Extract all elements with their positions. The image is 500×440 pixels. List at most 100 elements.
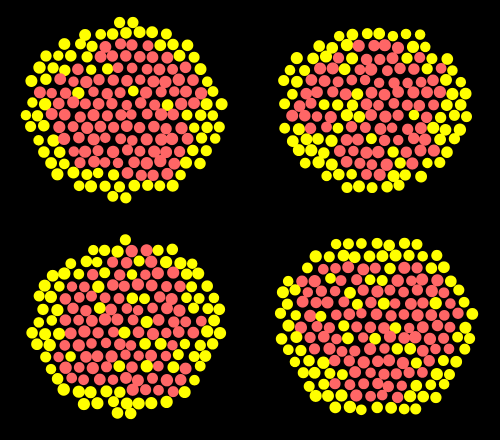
yellow-dot [342, 332, 354, 345]
red-dot [354, 157, 366, 169]
yellow-dot [325, 134, 338, 147]
yellow-dot [344, 286, 356, 299]
yellow-dot [181, 109, 193, 121]
red-dot [315, 285, 328, 297]
yellow-dot [65, 258, 77, 269]
yellow-dot [31, 338, 43, 351]
red-dot [94, 120, 107, 133]
yellow-dot [394, 157, 406, 169]
red-dot [299, 109, 311, 122]
yellow-dot [464, 332, 476, 345]
red-dot [294, 321, 307, 334]
red-dot [152, 314, 165, 326]
red-dot [155, 133, 168, 146]
yellow-dot [25, 120, 37, 133]
yellow-dot [323, 251, 335, 263]
yellow-dot [448, 133, 461, 145]
red-dot [106, 50, 119, 62]
red-dot [147, 169, 159, 181]
yellow-dot [403, 249, 415, 262]
red-dot [340, 155, 353, 168]
yellow-dot [398, 403, 410, 415]
red-dot [172, 73, 185, 86]
red-dot [357, 284, 369, 296]
red-dot [310, 297, 322, 309]
yellow-dot [309, 389, 322, 402]
red-dot [321, 121, 332, 133]
yellow-dot [434, 111, 447, 124]
yellow-dot [133, 26, 146, 39]
red-dot [373, 77, 385, 89]
red-dot [364, 321, 377, 334]
yellow-dot [81, 51, 93, 63]
red-dot [394, 62, 406, 75]
red-dot [126, 361, 138, 373]
red-dot [304, 122, 317, 135]
yellow-dot [72, 86, 85, 100]
red-dot [335, 275, 347, 286]
red-dot [125, 340, 137, 351]
yellow-dot [302, 262, 313, 274]
red-dot [414, 122, 427, 135]
yellow-dot [454, 99, 467, 111]
red-dot [134, 145, 146, 157]
yellow-dot [213, 303, 226, 316]
yellow-dot [213, 121, 225, 133]
red-dot [350, 389, 363, 402]
red-dot [99, 157, 111, 168]
panel-bottom-left [26, 234, 227, 420]
yellow-dot [340, 38, 354, 52]
red-dot [140, 133, 153, 146]
yellow-dot [124, 407, 137, 420]
red-dot [167, 386, 179, 398]
red-dot [120, 257, 133, 269]
yellow-dot [300, 133, 313, 146]
yellow-dot [88, 244, 99, 256]
red-dot [324, 111, 337, 124]
yellow-dot [410, 403, 422, 415]
red-dot [134, 97, 147, 109]
yellow-dot [33, 317, 45, 328]
red-dot [402, 123, 414, 135]
yellow-dot [202, 76, 213, 87]
yellow-dot [355, 404, 367, 416]
yellow-dot [387, 30, 399, 42]
yellow-dot [86, 40, 98, 52]
yellow-dot [98, 244, 111, 257]
red-dot [147, 302, 158, 314]
red-dot [113, 293, 125, 304]
red-dot [385, 310, 397, 322]
yellow-dot [172, 349, 184, 361]
yellow-dot [175, 169, 186, 181]
yellow-dot [166, 243, 179, 256]
red-dot [33, 86, 46, 99]
red-dot [114, 87, 126, 99]
yellow-dot [336, 369, 348, 380]
yellow-dot [414, 29, 426, 40]
red-dot [311, 86, 323, 99]
red-dot [364, 342, 377, 356]
yellow-dot [353, 110, 366, 123]
yellow-dot [437, 355, 449, 366]
red-dot [78, 325, 91, 338]
yellow-dot [120, 192, 132, 204]
yellow-dot [441, 53, 454, 65]
red-dot [140, 86, 153, 99]
yellow-dot [207, 110, 219, 121]
red-dot [407, 132, 420, 145]
red-dot [417, 367, 428, 378]
yellow-dot [201, 280, 213, 292]
yellow-dot [213, 327, 227, 340]
yellow-dot [287, 88, 298, 100]
yellow-dot [389, 322, 402, 334]
yellow-dot [446, 87, 459, 101]
red-dot [372, 355, 384, 368]
red-dot [153, 63, 166, 76]
red-dot [378, 39, 391, 52]
red-dot [333, 145, 346, 157]
red-dot [365, 86, 378, 99]
red-dot [52, 97, 65, 110]
red-dot [135, 169, 147, 181]
yellow-dot [142, 179, 154, 191]
red-dot [59, 293, 72, 305]
